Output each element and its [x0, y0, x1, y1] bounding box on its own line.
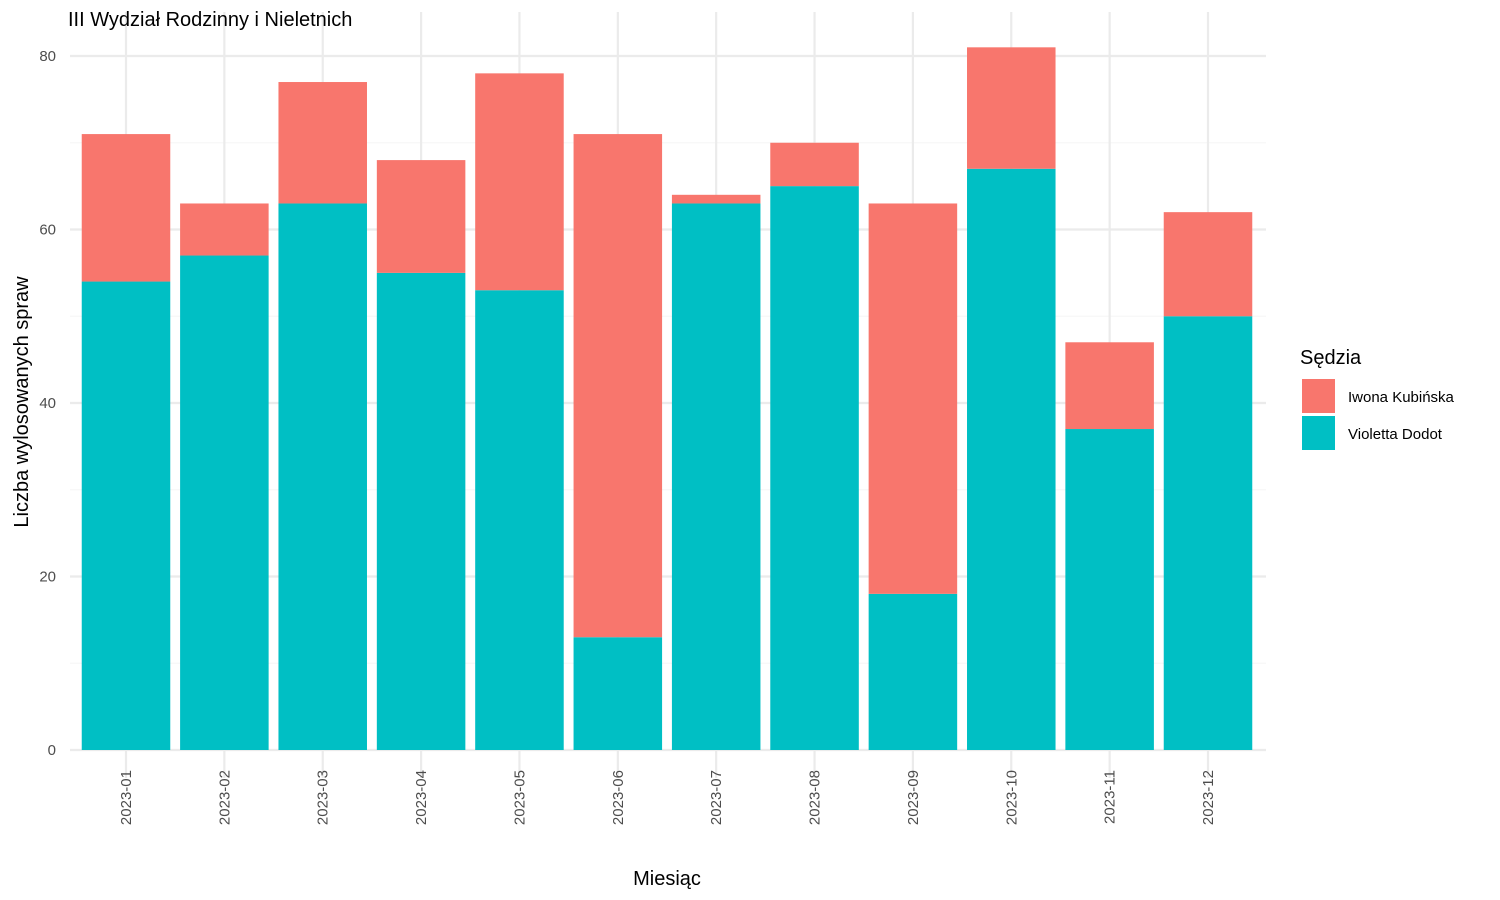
bar-segment [868, 203, 958, 594]
y-axis-ticks: 0 20 40 60 80 [39, 48, 56, 759]
x-tick-label: 2023-03 [315, 770, 332, 825]
bar-segment [573, 134, 663, 638]
x-axis-title: Miesiąc [633, 868, 701, 890]
x-tick-label: 2023-05 [511, 770, 528, 825]
x-tick-label: 2023-02 [216, 770, 233, 825]
bar-segment [180, 203, 269, 256]
bar-segment [376, 272, 466, 750]
bar-segment [475, 290, 564, 750]
legend-label: Iwona Kubińska [1348, 389, 1455, 406]
y-tick-label: 40 [39, 395, 56, 412]
bar-segment [573, 637, 663, 750]
x-tick-label: 2023-12 [1200, 770, 1217, 825]
bar-segment [180, 255, 269, 750]
bar-segment [278, 203, 367, 751]
bar-segment [278, 82, 367, 204]
legend-swatch [1302, 379, 1335, 413]
bar-segment [81, 134, 171, 282]
bar-segment [1163, 212, 1253, 317]
y-tick-label: 80 [39, 48, 56, 65]
x-tick-label: 2023-09 [905, 770, 922, 825]
bar-segment [671, 194, 761, 204]
bar-segment [376, 160, 466, 273]
legend: Sędzia Iwona Kubińska Violetta Dodot [1300, 347, 1455, 450]
bar-segment [770, 186, 859, 750]
x-tick-label: 2023-08 [807, 770, 824, 825]
x-tick-label: 2023-04 [413, 770, 430, 825]
bar-segment [671, 203, 761, 751]
bar-segment [475, 73, 564, 291]
chart-title: III Wydział Rodzinny i Nieletnich [68, 9, 352, 31]
legend-title: Sędzia [1300, 347, 1362, 369]
y-tick-label: 60 [39, 222, 56, 239]
x-tick-label: 2023-07 [708, 770, 725, 825]
x-tick-label: 2023-01 [118, 770, 135, 825]
y-axis-title: Liczba wylosowanych spraw [11, 276, 33, 528]
x-axis-ticks: 2023-01 2023-02 2023-03 2023-04 2023-05 2023-… [118, 770, 1217, 825]
x-tick-label: 2023-10 [1003, 770, 1020, 825]
y-tick-label: 20 [39, 569, 56, 586]
bars [81, 47, 1253, 751]
bar-segment [967, 47, 1056, 169]
legend-swatch [1302, 416, 1335, 450]
x-tick-label: 2023-11 [1102, 770, 1119, 824]
x-tick-label: 2023-06 [610, 770, 627, 825]
y-tick-label: 0 [48, 742, 56, 759]
bar-segment [770, 142, 859, 187]
bar-segment [1065, 429, 1154, 750]
bar-segment [868, 593, 958, 750]
legend-label: Violetta Dodot [1348, 426, 1443, 443]
bar-segment [81, 281, 171, 750]
bar-segment [967, 168, 1056, 750]
bar-segment [1065, 342, 1154, 430]
bar-segment [1163, 316, 1253, 750]
